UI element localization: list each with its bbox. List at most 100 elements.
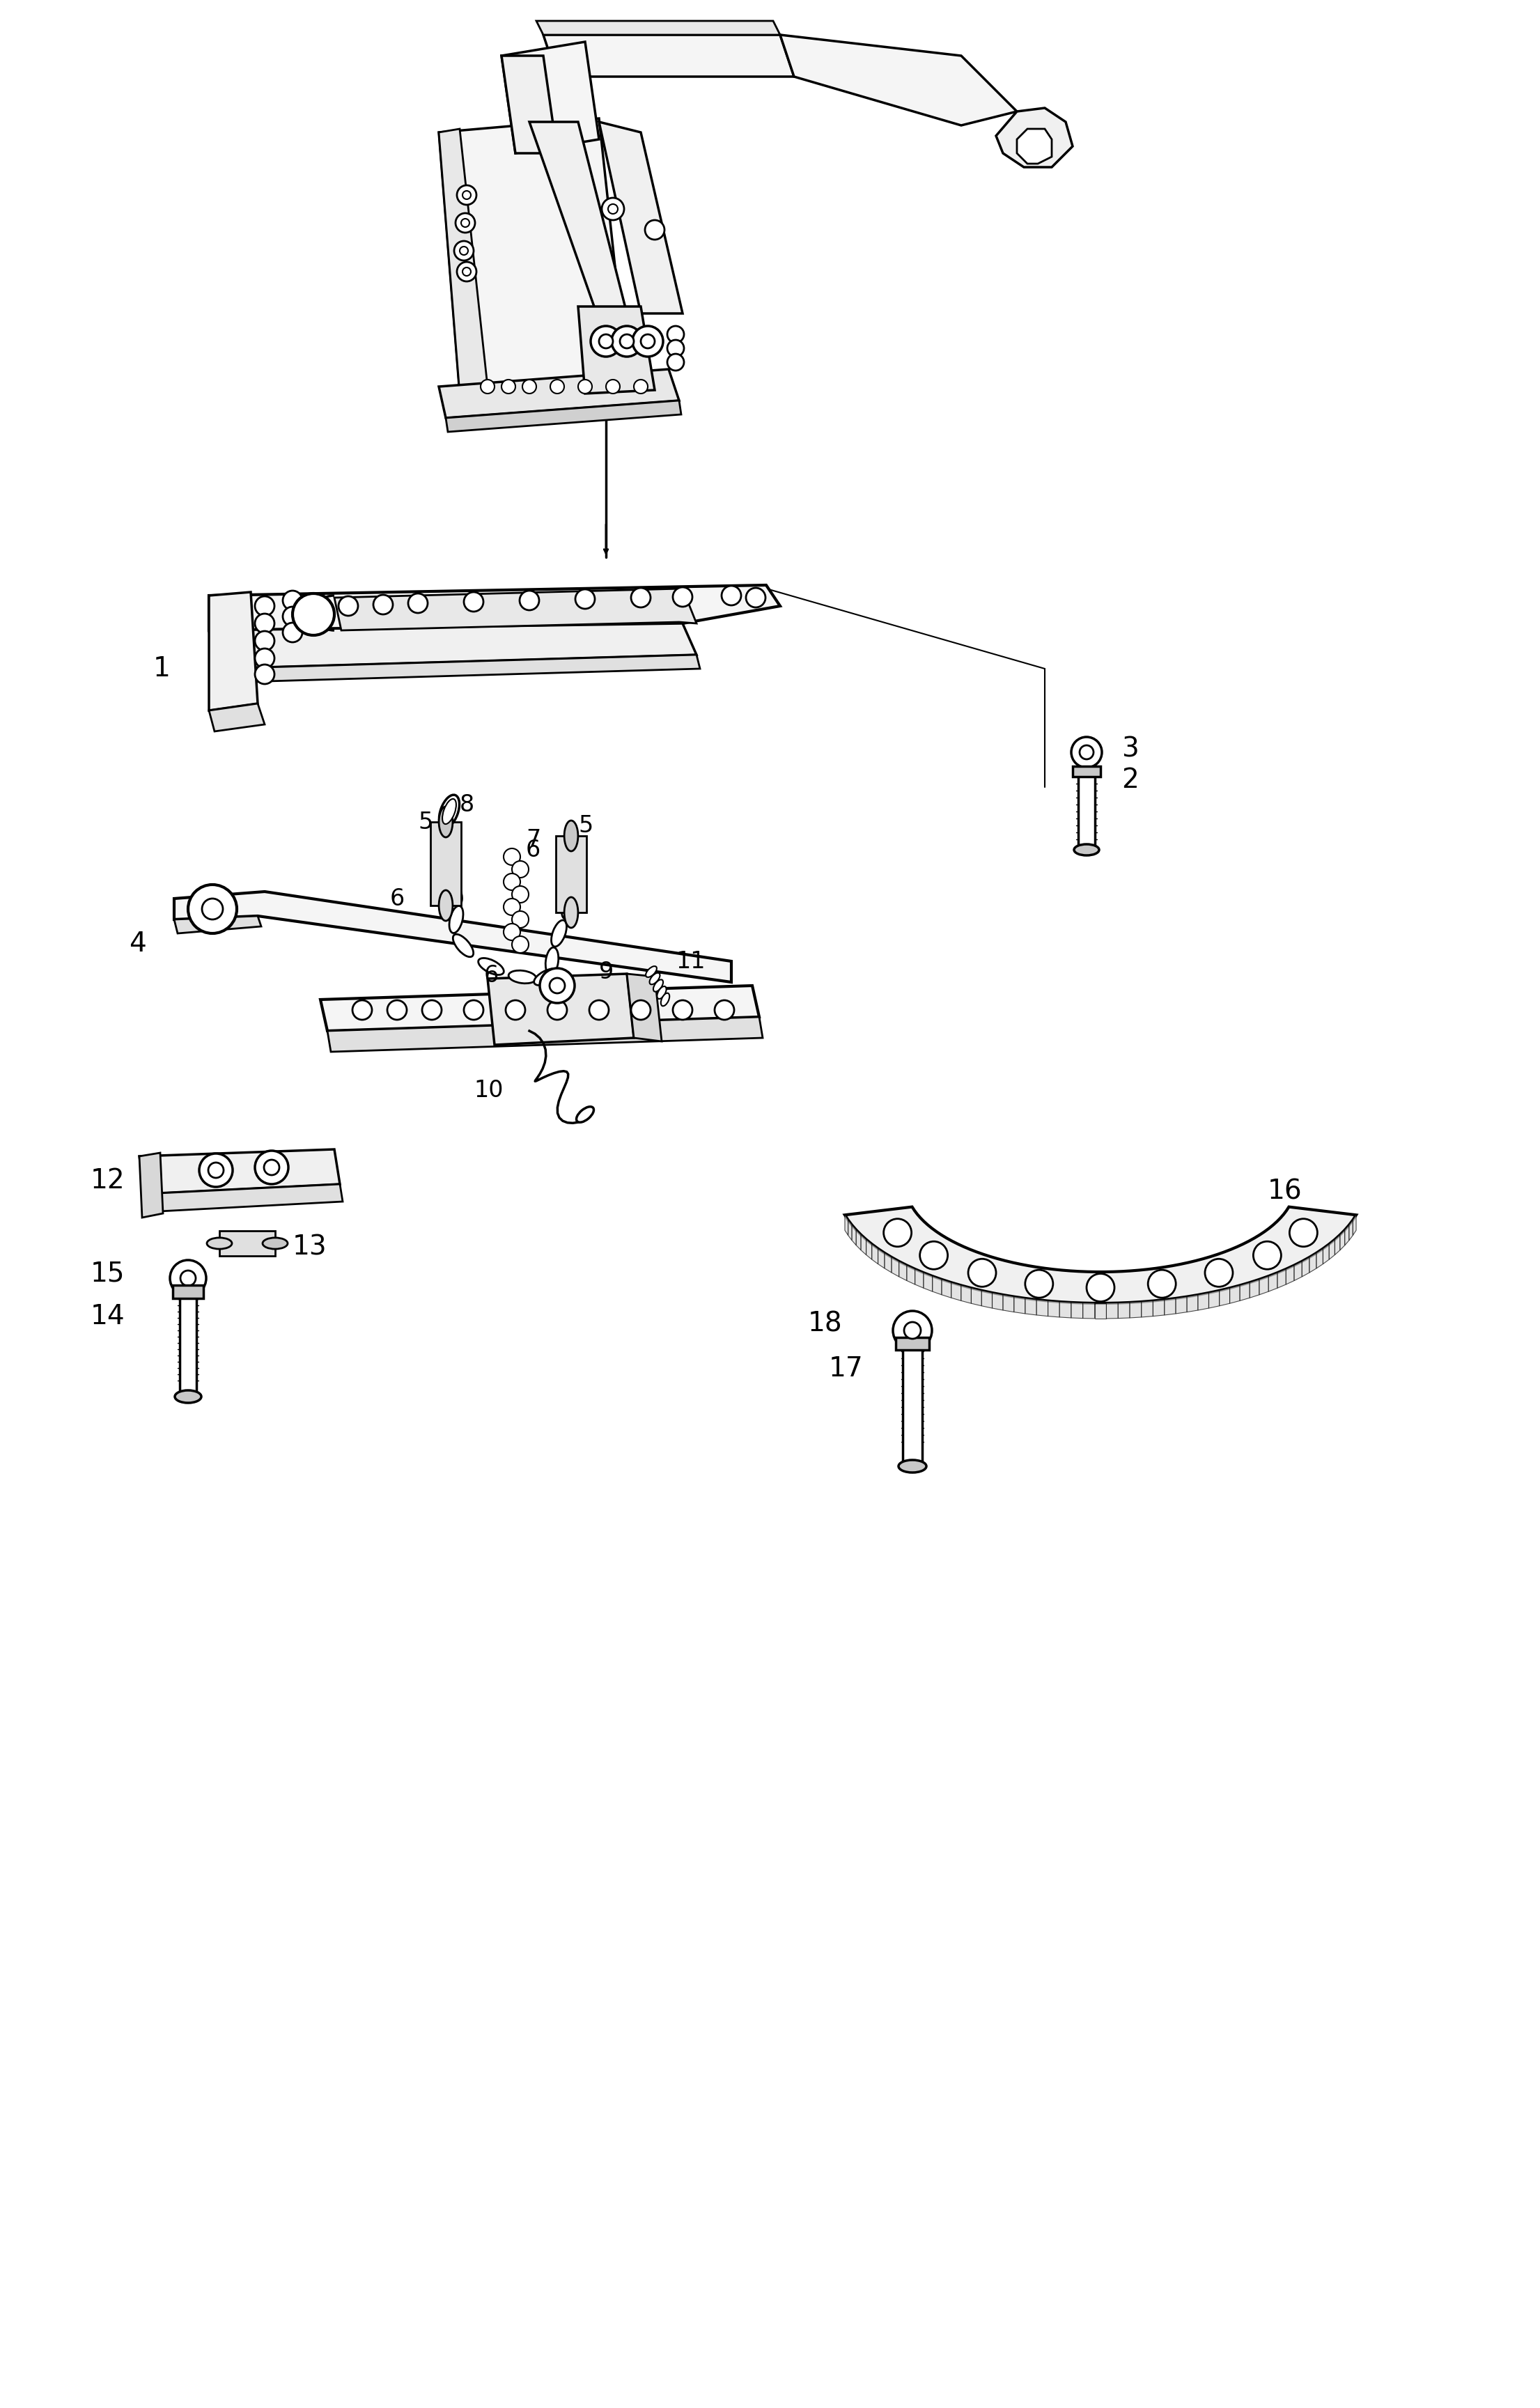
Polygon shape	[861, 1235, 865, 1255]
Polygon shape	[578, 306, 654, 393]
Polygon shape	[1240, 1283, 1250, 1300]
Polygon shape	[849, 1221, 852, 1240]
Polygon shape	[502, 41, 599, 154]
Circle shape	[504, 848, 521, 864]
Polygon shape	[942, 1279, 952, 1298]
Circle shape	[502, 380, 516, 393]
Circle shape	[919, 1243, 947, 1269]
Ellipse shape	[508, 970, 536, 982]
Polygon shape	[865, 1240, 872, 1259]
Circle shape	[715, 999, 735, 1019]
Text: 2: 2	[1121, 766, 1138, 792]
Circle shape	[631, 588, 650, 607]
Polygon shape	[328, 1016, 762, 1052]
Circle shape	[599, 335, 613, 349]
Polygon shape	[1130, 1303, 1141, 1317]
Polygon shape	[460, 376, 630, 407]
Circle shape	[454, 241, 474, 260]
Text: 6: 6	[390, 886, 405, 910]
Polygon shape	[1073, 766, 1101, 778]
Text: 12: 12	[91, 1168, 125, 1194]
Polygon shape	[1083, 1303, 1095, 1320]
Text: 6: 6	[525, 838, 541, 862]
Polygon shape	[992, 1293, 1003, 1310]
Text: 4: 4	[129, 929, 146, 956]
Circle shape	[208, 1163, 223, 1178]
Polygon shape	[1175, 1298, 1187, 1315]
Circle shape	[611, 325, 642, 356]
Polygon shape	[1220, 1288, 1230, 1305]
Polygon shape	[845, 1216, 849, 1235]
Circle shape	[1147, 1269, 1177, 1298]
Circle shape	[339, 597, 357, 616]
Circle shape	[256, 648, 274, 667]
Ellipse shape	[439, 795, 459, 828]
Ellipse shape	[653, 980, 664, 992]
Circle shape	[422, 999, 442, 1019]
Circle shape	[256, 597, 274, 616]
Polygon shape	[933, 1276, 942, 1296]
Ellipse shape	[439, 891, 453, 920]
Polygon shape	[915, 1269, 924, 1288]
Circle shape	[480, 380, 494, 393]
Polygon shape	[180, 1296, 197, 1394]
Polygon shape	[216, 655, 701, 681]
Circle shape	[893, 1310, 932, 1351]
Ellipse shape	[439, 807, 453, 838]
Circle shape	[462, 267, 471, 277]
Text: 13: 13	[293, 1233, 326, 1259]
Polygon shape	[209, 703, 265, 732]
Polygon shape	[174, 915, 262, 934]
Polygon shape	[530, 123, 627, 320]
Ellipse shape	[534, 968, 559, 985]
Text: 18: 18	[809, 1310, 842, 1336]
Polygon shape	[1072, 1303, 1083, 1317]
Circle shape	[1254, 1243, 1281, 1269]
Circle shape	[578, 380, 591, 393]
Polygon shape	[556, 836, 587, 913]
Polygon shape	[1317, 1250, 1323, 1269]
Text: 15: 15	[91, 1259, 125, 1286]
Circle shape	[511, 937, 528, 954]
Circle shape	[1204, 1259, 1234, 1286]
Polygon shape	[1294, 1262, 1301, 1281]
Polygon shape	[439, 118, 627, 393]
Circle shape	[591, 325, 621, 356]
Circle shape	[633, 325, 664, 356]
Circle shape	[283, 607, 302, 626]
Polygon shape	[1277, 1269, 1286, 1288]
Ellipse shape	[206, 1238, 233, 1250]
Circle shape	[202, 898, 223, 920]
Polygon shape	[488, 973, 634, 1045]
Polygon shape	[1016, 130, 1052, 164]
Circle shape	[504, 925, 521, 942]
Polygon shape	[892, 1257, 899, 1276]
Polygon shape	[1141, 1300, 1153, 1317]
Ellipse shape	[576, 1108, 594, 1122]
Circle shape	[519, 590, 539, 609]
Polygon shape	[1344, 1226, 1349, 1245]
Text: 5: 5	[578, 814, 593, 838]
Text: 1: 1	[154, 655, 171, 681]
Ellipse shape	[650, 973, 661, 985]
Circle shape	[504, 874, 521, 891]
Circle shape	[541, 968, 574, 1004]
Text: 16: 16	[1267, 1178, 1303, 1204]
Circle shape	[373, 595, 393, 614]
Circle shape	[673, 999, 693, 1019]
Polygon shape	[209, 592, 257, 710]
Polygon shape	[1078, 773, 1095, 850]
Circle shape	[462, 190, 471, 200]
Circle shape	[667, 340, 684, 356]
Polygon shape	[872, 1245, 878, 1264]
Circle shape	[511, 886, 528, 903]
Polygon shape	[139, 1149, 340, 1194]
Circle shape	[504, 898, 521, 915]
Circle shape	[1026, 1269, 1053, 1298]
Ellipse shape	[479, 958, 504, 975]
Text: 10: 10	[474, 1079, 504, 1100]
Polygon shape	[209, 585, 781, 631]
Polygon shape	[902, 1348, 922, 1462]
Polygon shape	[439, 368, 679, 419]
Polygon shape	[1260, 1276, 1269, 1296]
